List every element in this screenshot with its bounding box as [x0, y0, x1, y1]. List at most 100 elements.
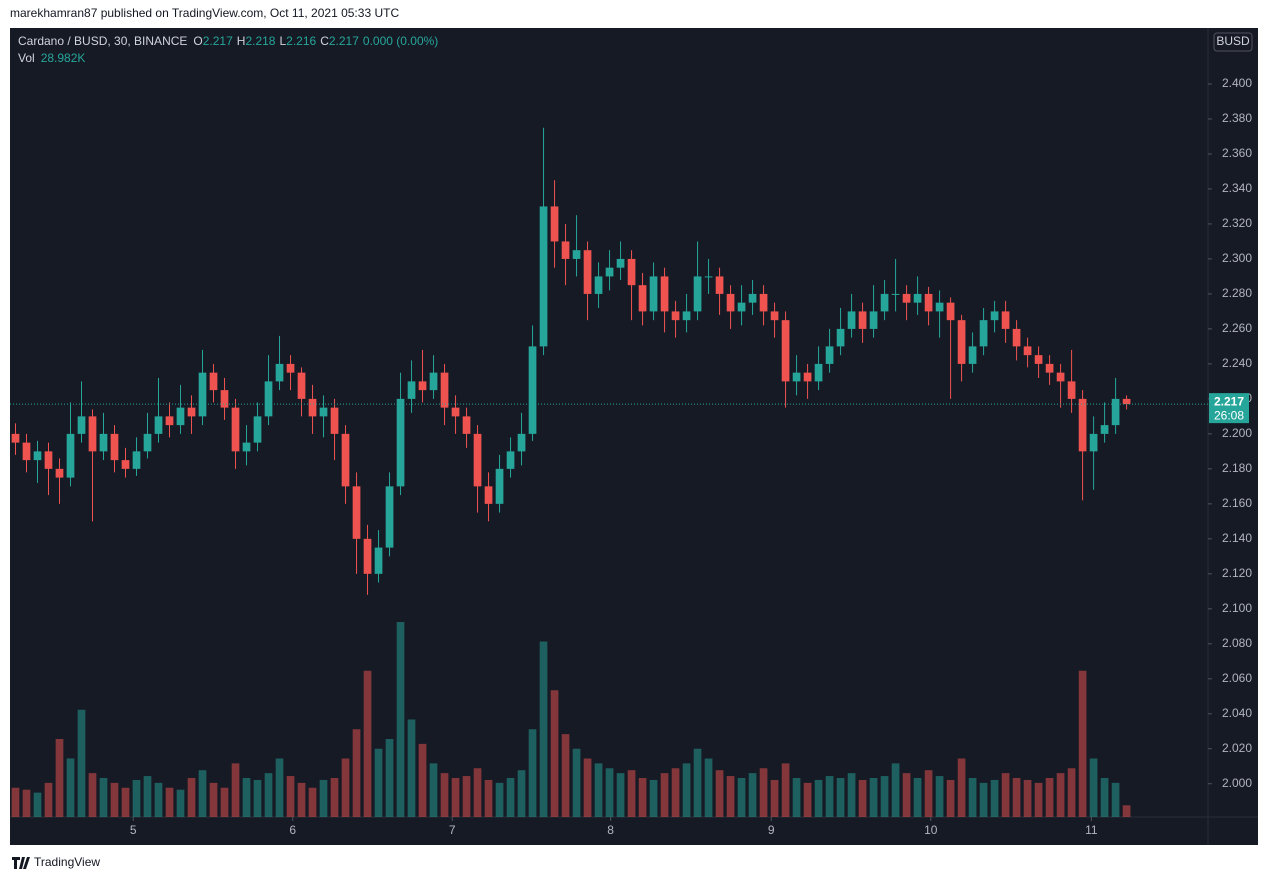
volume-bar	[572, 748, 581, 817]
volume-bar	[220, 787, 229, 817]
volume-bar	[110, 782, 119, 817]
volume-bar	[297, 782, 306, 817]
footer-brand: TradingView	[34, 855, 100, 869]
candle-body	[924, 293, 933, 312]
volume-bar	[1111, 782, 1120, 817]
candle-body	[957, 320, 966, 364]
volume-bar	[1078, 670, 1087, 817]
x-tick-label: 5	[130, 823, 137, 837]
change: 0.000 (0.00%)	[363, 34, 438, 48]
candle-body	[858, 311, 867, 329]
volume-bar	[55, 739, 64, 817]
volume-bar	[484, 779, 493, 817]
volume-bar	[242, 778, 251, 817]
y-tick-label: 2.180	[1222, 461, 1252, 475]
candle-body	[1100, 425, 1109, 434]
volume-bar	[847, 773, 856, 817]
candle-body	[44, 451, 53, 469]
candle-body	[715, 276, 724, 294]
candle-body	[1111, 398, 1120, 426]
y-tick-label: 2.360	[1222, 146, 1252, 160]
candle-body	[495, 468, 504, 504]
volume-bar	[968, 778, 977, 817]
volume-bar	[330, 778, 339, 817]
volume-bar	[352, 729, 361, 817]
o-value: 2.217	[203, 34, 233, 48]
candle-body	[869, 311, 878, 329]
volume-bar	[143, 776, 152, 817]
candle-body	[704, 276, 713, 278]
volume-bar	[176, 789, 185, 817]
candle-body	[209, 372, 218, 391]
candle-body	[847, 311, 856, 329]
volume-bar	[605, 768, 614, 817]
y-tick-label: 2.140	[1222, 531, 1252, 545]
candle-body	[913, 293, 922, 303]
volume-bar	[209, 782, 218, 817]
candle-body	[528, 346, 537, 434]
candle-body	[1067, 381, 1076, 399]
volume-bar	[88, 773, 97, 817]
candle-body	[363, 538, 372, 574]
volume-bar	[858, 779, 867, 817]
symbol-name: Cardano / BUSD, 30, BINANCE	[18, 34, 187, 48]
volume-bar	[616, 773, 625, 817]
volume-bar	[990, 779, 999, 817]
x-tick-label: 6	[289, 823, 296, 837]
symbol: Cardano / BUSD, 30, BINANCE O2.217 H2.218 L…	[18, 34, 438, 48]
candle-body	[638, 285, 647, 312]
candle-body	[814, 363, 823, 382]
candle-body	[517, 433, 526, 452]
volume-bar	[407, 719, 416, 817]
volume-bar	[935, 776, 944, 817]
volume-bar	[121, 787, 130, 817]
candle-body	[319, 407, 328, 417]
x-tick-label: 8	[607, 823, 614, 837]
volume-bar	[154, 782, 163, 817]
x-tick-label: 10	[924, 823, 938, 837]
volume-bar	[891, 763, 900, 817]
candle-body	[418, 381, 427, 391]
y-tick-label: 2.060	[1222, 671, 1252, 685]
candle-body	[55, 468, 64, 478]
volume-bar	[803, 782, 812, 817]
candle-body	[1045, 363, 1054, 373]
candle-body	[440, 372, 449, 408]
volume-bar	[770, 779, 779, 817]
currency[interactable]: BUSD	[1216, 34, 1250, 48]
volume-bar	[363, 670, 372, 817]
o-label: O	[193, 34, 202, 48]
volume-bar	[473, 768, 482, 817]
candle-body	[154, 416, 163, 434]
candle-body	[968, 346, 977, 364]
l-value: 2.216	[286, 34, 316, 48]
candle-body	[825, 346, 834, 364]
candle-body	[198, 372, 207, 417]
volume-bar	[825, 776, 834, 817]
volume-bar	[539, 641, 548, 817]
candle-body	[407, 381, 416, 399]
candle-body	[1089, 433, 1098, 452]
volume-bar	[594, 763, 603, 817]
volume-bar	[495, 782, 504, 817]
candle-body	[748, 293, 757, 303]
y-tick-label: 2.040	[1222, 706, 1252, 720]
candle-body	[473, 433, 482, 487]
candle-body	[264, 381, 273, 417]
volume-bar	[308, 787, 317, 817]
volume-bar	[44, 782, 53, 817]
volume-bar	[429, 763, 438, 817]
candle-body	[396, 398, 405, 487]
volume-bar	[22, 789, 31, 817]
currency-box[interactable]	[1213, 32, 1253, 52]
volume-bar	[1045, 778, 1054, 817]
candle-body	[627, 258, 636, 286]
volume-bar	[319, 779, 328, 817]
candle-body	[539, 206, 548, 347]
candle-body	[66, 433, 75, 478]
candle-body	[737, 302, 746, 312]
candle-body	[759, 293, 768, 312]
volume-bar	[528, 729, 537, 817]
candle-body	[451, 407, 460, 417]
